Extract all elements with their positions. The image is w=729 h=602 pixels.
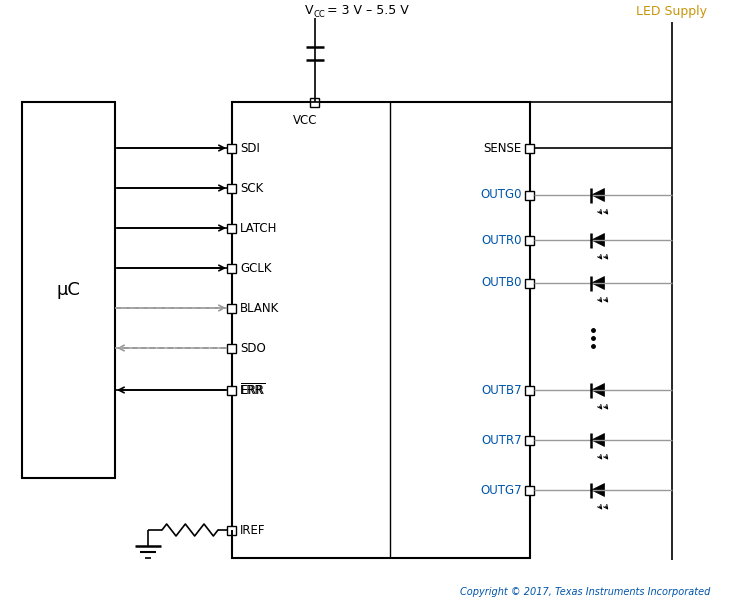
- Text: OUTB0: OUTB0: [481, 276, 522, 290]
- Bar: [227, 344, 236, 353]
- Text: LED Supply: LED Supply: [636, 5, 708, 19]
- Text: BLANK: BLANK: [240, 302, 279, 314]
- Text: OUTB7: OUTB7: [481, 383, 522, 397]
- Bar: [227, 184, 236, 193]
- Text: GCLK: GCLK: [240, 261, 271, 275]
- Bar: [227, 526, 236, 535]
- Bar: [526, 190, 534, 199]
- Text: μC: μC: [57, 281, 80, 299]
- Bar: [232, 102, 530, 558]
- Bar: [526, 143, 534, 152]
- Text: LATCH: LATCH: [240, 222, 277, 235]
- Polygon shape: [591, 383, 604, 397]
- Polygon shape: [591, 276, 604, 290]
- Text: OUTR7: OUTR7: [481, 433, 522, 447]
- Text: VCC: VCC: [293, 114, 317, 126]
- Bar: [227, 264, 236, 273]
- Text: CC: CC: [314, 10, 326, 19]
- Text: $\overline{\mathrm{ERR}}$: $\overline{\mathrm{ERR}}$: [240, 382, 266, 398]
- Bar: [526, 279, 534, 288]
- Bar: [227, 385, 236, 394]
- Bar: [526, 485, 534, 494]
- Text: SDO: SDO: [240, 341, 266, 355]
- Text: = 3 V – 5.5 V: = 3 V – 5.5 V: [327, 4, 409, 16]
- Polygon shape: [591, 188, 604, 202]
- Text: ERR: ERR: [240, 383, 264, 397]
- Text: V: V: [305, 4, 313, 16]
- Text: OUTR0: OUTR0: [481, 234, 522, 246]
- Bar: [227, 303, 236, 312]
- Bar: [227, 223, 236, 232]
- Text: OUTG0: OUTG0: [480, 188, 522, 202]
- Polygon shape: [591, 483, 604, 497]
- Bar: [22, 102, 115, 478]
- Bar: [526, 385, 534, 394]
- Text: Copyright © 2017, Texas Instruments Incorporated: Copyright © 2017, Texas Instruments Inco…: [459, 587, 710, 597]
- Text: IREF: IREF: [240, 524, 265, 536]
- Bar: [227, 143, 236, 152]
- Polygon shape: [591, 433, 604, 447]
- Text: SENSE: SENSE: [484, 141, 522, 155]
- Text: SCK: SCK: [240, 181, 263, 194]
- Text: OUTG7: OUTG7: [480, 483, 522, 497]
- Bar: [526, 435, 534, 444]
- Polygon shape: [591, 234, 604, 246]
- Text: SDI: SDI: [240, 141, 260, 155]
- Bar: [526, 235, 534, 244]
- Bar: [311, 98, 319, 107]
